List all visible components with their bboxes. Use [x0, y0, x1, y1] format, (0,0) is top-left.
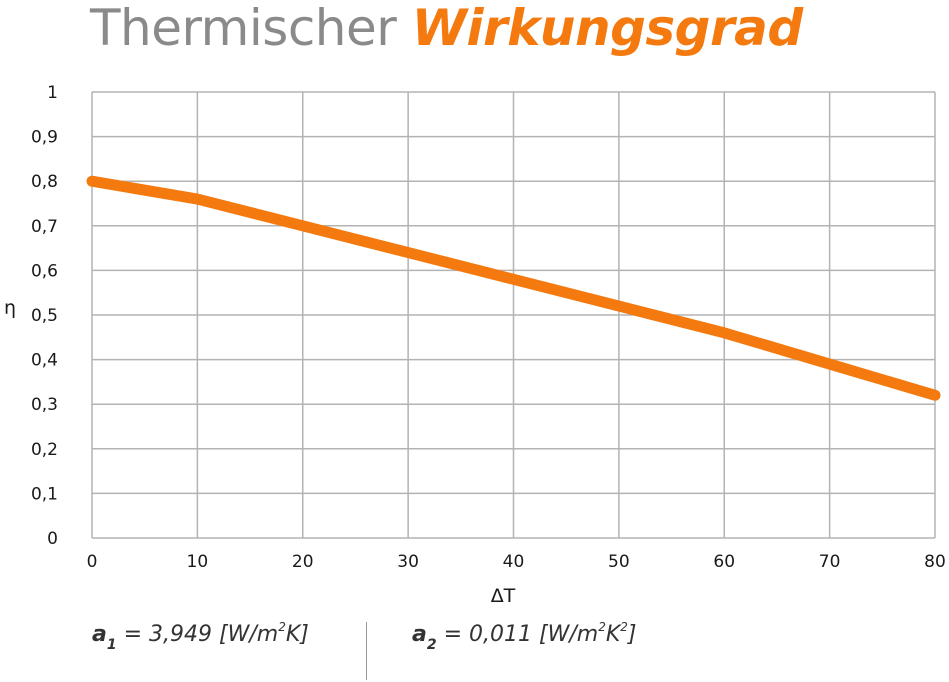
y-tick-label: 0,7 [31, 217, 58, 237]
x-tick-label: 70 [819, 552, 841, 572]
y-tick-label: 0,5 [31, 306, 58, 326]
page-title: Thermischer Wirkungsgrad [90, 0, 803, 56]
x-axis-label: ΔT [491, 585, 516, 607]
coefficient-a2: a2 = 0,011 [W/m2K2] [412, 620, 637, 653]
efficiency-line [86, 175, 941, 401]
x-tick-label: 60 [713, 552, 735, 572]
y-tick-label: 0 [47, 529, 58, 549]
a2-exp: 2 [598, 620, 606, 634]
x-tick-label: 40 [503, 552, 525, 572]
y-tick-labels: 0 0,1 0,2 0,3 0,4 0,5 0,6 0,7 0,8 0,9 1 [31, 83, 58, 549]
x-tick-label: 80 [924, 552, 946, 572]
y-tick-label: 0,9 [31, 128, 58, 148]
a2-value: = 0,011 [W/m [436, 622, 599, 647]
y-axis-label: η [4, 297, 16, 319]
a2-symbol: a [412, 622, 427, 647]
chart-series [86, 175, 941, 401]
x-tick-label: 30 [397, 552, 419, 572]
chart-grid [91, 91, 936, 539]
y-tick-label: 0,8 [31, 172, 58, 192]
coefficient-a1: a1 = 3,949 [W/m2K] [92, 620, 309, 653]
a2-index: 2 [426, 637, 437, 653]
a2-unit-mid: K [605, 622, 621, 647]
y-tick-label: 0,4 [31, 351, 58, 371]
a1-value: = 3,949 [W/m [116, 622, 279, 647]
y-tick-label: 0,1 [31, 484, 58, 504]
x-tick-label: 20 [292, 552, 314, 572]
footer-divider [366, 622, 367, 680]
efficiency-chart: 0 0,1 0,2 0,3 0,4 0,5 0,6 0,7 0,8 0,9 1 0 10 20 30 40 5… [4, 83, 946, 607]
y-tick-label: 1 [47, 83, 58, 103]
a1-exp: 2 [278, 620, 286, 634]
a2-unit-tail: ] [627, 622, 637, 647]
y-tick-label: 0,6 [31, 261, 58, 281]
x-tick-label: 0 [87, 552, 98, 572]
a2-exp2: 2 [620, 620, 628, 634]
a1-index: 1 [106, 637, 117, 653]
a1-unit-tail: K] [285, 622, 309, 647]
x-tick-label: 50 [608, 552, 630, 572]
y-tick-label: 0,2 [31, 440, 58, 460]
title-light: Thermischer [90, 0, 412, 57]
x-tick-labels: 0 10 20 30 40 50 60 70 80 [87, 552, 946, 572]
title-bold: Wirkungsgrad [411, 0, 803, 57]
y-tick-label: 0,3 [31, 395, 58, 415]
x-tick-label: 10 [187, 552, 209, 572]
a1-symbol: a [92, 622, 107, 647]
